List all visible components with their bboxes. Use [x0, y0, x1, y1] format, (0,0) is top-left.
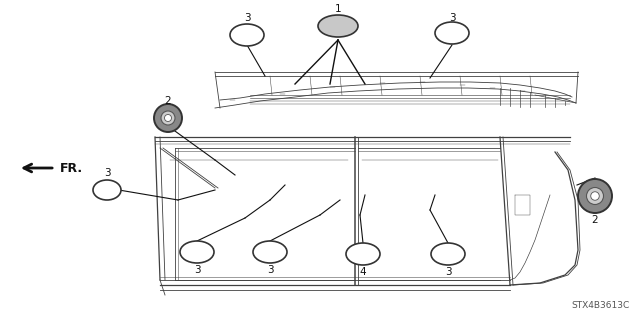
Ellipse shape [180, 241, 214, 263]
Ellipse shape [164, 115, 172, 122]
Ellipse shape [586, 188, 604, 204]
Ellipse shape [578, 179, 612, 213]
Ellipse shape [93, 180, 121, 200]
Ellipse shape [318, 15, 358, 37]
Ellipse shape [253, 241, 287, 263]
Text: 3: 3 [267, 265, 273, 275]
Text: 4: 4 [360, 267, 366, 277]
Ellipse shape [154, 104, 182, 132]
Ellipse shape [346, 243, 380, 265]
Ellipse shape [591, 192, 599, 200]
Text: STX4B3613C: STX4B3613C [572, 301, 630, 310]
Ellipse shape [161, 111, 175, 125]
Text: 2: 2 [592, 215, 598, 225]
Text: 3: 3 [449, 13, 455, 23]
Ellipse shape [431, 243, 465, 265]
Text: 3: 3 [194, 265, 200, 275]
Text: 3: 3 [445, 267, 451, 277]
Text: 2: 2 [164, 96, 172, 106]
Text: 1: 1 [335, 4, 341, 14]
Text: FR.: FR. [60, 161, 83, 174]
Text: 3: 3 [244, 13, 250, 23]
Ellipse shape [435, 22, 469, 44]
Text: 3: 3 [104, 168, 110, 178]
Ellipse shape [230, 24, 264, 46]
